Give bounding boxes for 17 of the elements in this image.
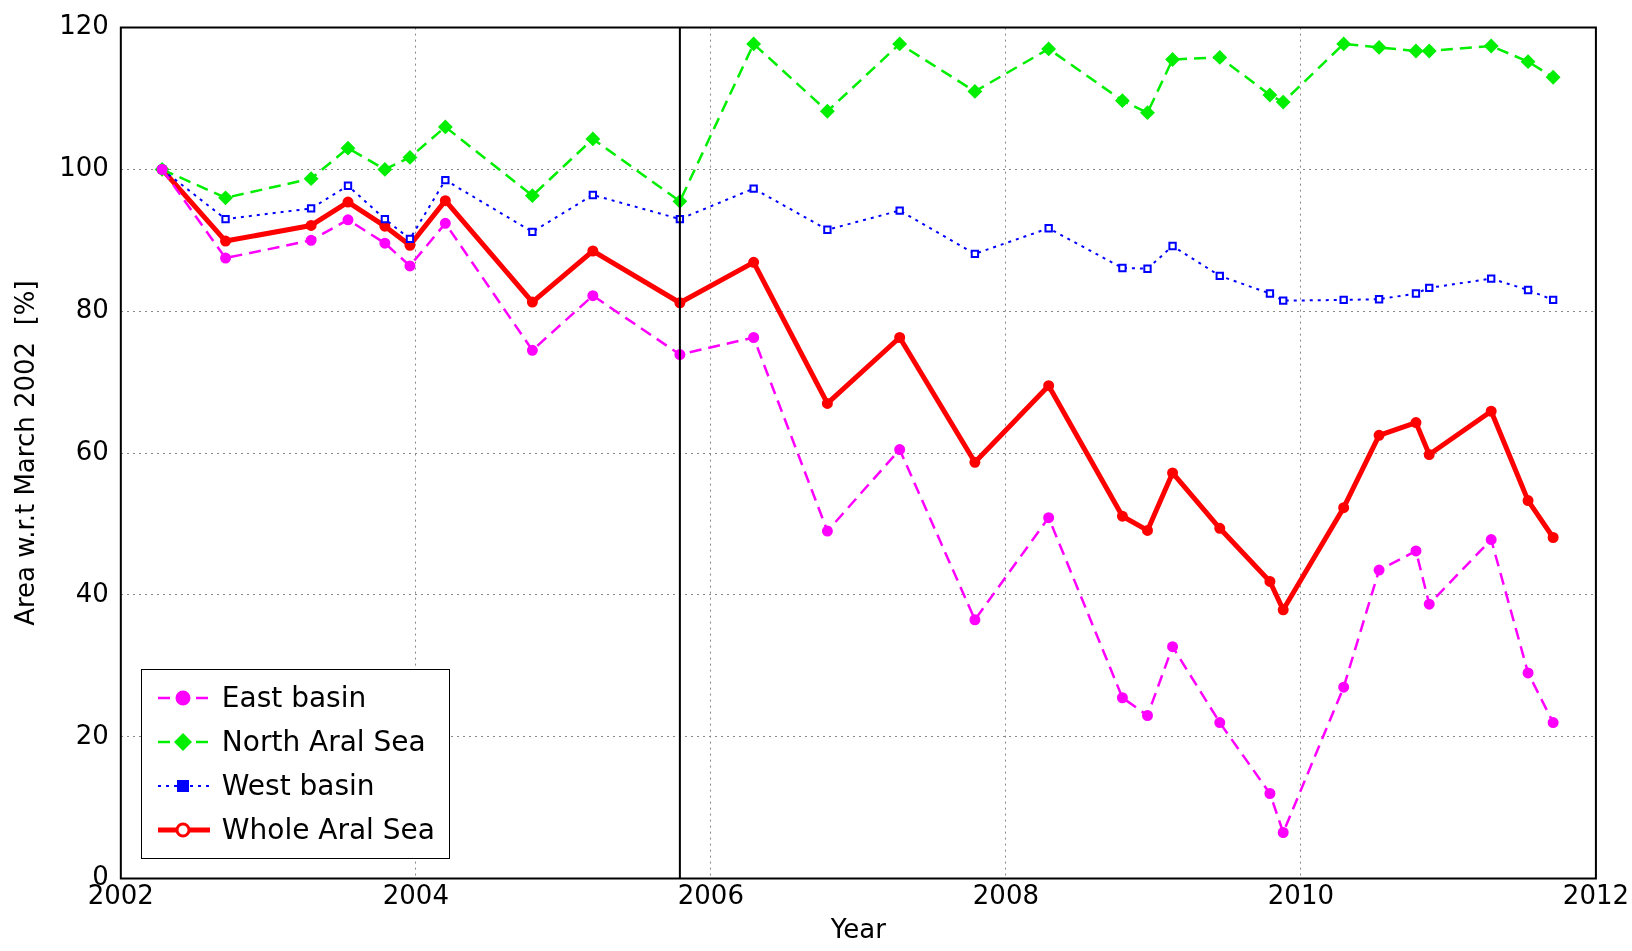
legend-label: Whole Aral Sea bbox=[221, 813, 435, 847]
y-tick-label: 80 bbox=[75, 294, 109, 325]
x-tick-label: 2012 bbox=[1562, 879, 1629, 910]
x-tick-label: 2010 bbox=[1267, 879, 1334, 910]
y-tick-label: 100 bbox=[59, 152, 109, 183]
x-tick-label: 2008 bbox=[972, 879, 1039, 910]
x-axis-title: Year bbox=[829, 914, 887, 945]
x-tick-label: 2006 bbox=[677, 879, 744, 910]
y-tick-label: 60 bbox=[75, 435, 109, 466]
y-tick-label: 20 bbox=[75, 719, 109, 750]
legend-label: West basin bbox=[221, 769, 375, 803]
y-tick-label: 40 bbox=[75, 577, 109, 608]
legend-label: East basin bbox=[221, 681, 367, 715]
y-tick-label: 120 bbox=[59, 10, 109, 41]
y-axis-title: Area w.r.t March 2002 [%] bbox=[10, 280, 41, 626]
legend-label: North Aral Sea bbox=[221, 725, 426, 759]
x-tick-label: 2004 bbox=[382, 879, 449, 910]
